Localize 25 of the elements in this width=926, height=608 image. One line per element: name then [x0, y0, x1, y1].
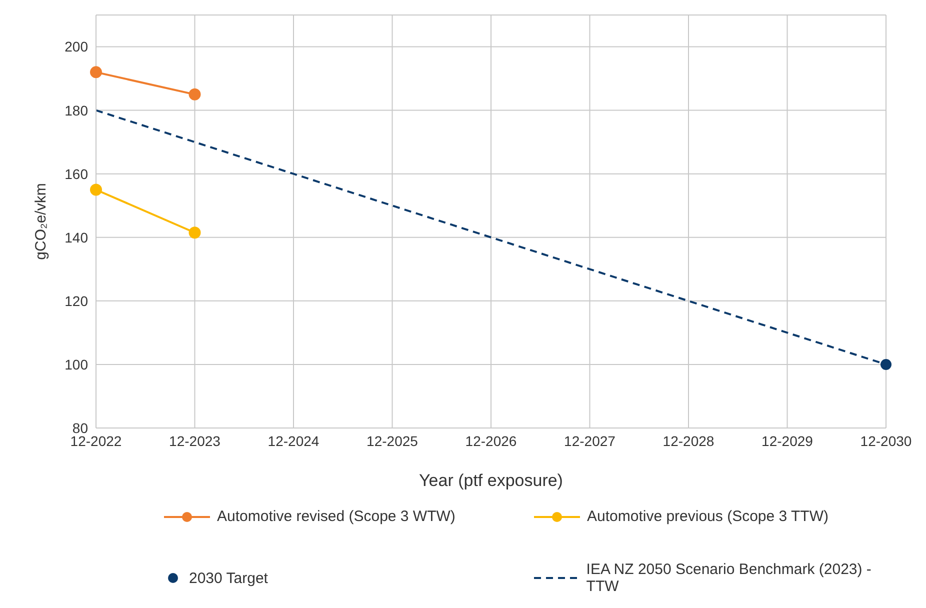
- point: [188, 226, 201, 239]
- y-tick-label: 140: [64, 229, 88, 246]
- point: [90, 184, 102, 196]
- x-tick-label: 12-2026: [465, 432, 517, 449]
- x-tick-label: 12-2027: [564, 432, 616, 449]
- x-tick-label: 12-2023: [169, 432, 221, 449]
- x-axis-title: Year (ptf exposure): [419, 471, 563, 490]
- point: [188, 88, 201, 100]
- x-tick-label: 12-2028: [662, 432, 714, 449]
- x-tick-label: 12-2030: [860, 432, 912, 449]
- y-axis-title: gCO₂e/vkm: [32, 183, 50, 260]
- x-tick-label: 12-2025: [366, 432, 418, 449]
- legend-label: Automotive revised (Scope 3 WTW): [217, 508, 456, 525]
- legend-label: IEA NZ 2050 Scenario Benchmark (2023) - TTW: [586, 561, 872, 595]
- point: [880, 358, 892, 370]
- y-tick-label: 200: [64, 38, 88, 55]
- y-tick-label: 160: [64, 166, 88, 182]
- x-tick-label: 12-2029: [762, 432, 814, 449]
- legend-label: Automotive previous (Scope 3 TTW): [587, 508, 828, 525]
- legend-label: 2030 Target: [189, 570, 268, 586]
- point: [90, 66, 102, 78]
- y-tick-label: 180: [64, 102, 88, 118]
- y-tick-label: 100: [64, 356, 88, 372]
- y-tick-label: 120: [64, 292, 88, 309]
- x-tick-label: 12-2024: [268, 432, 320, 449]
